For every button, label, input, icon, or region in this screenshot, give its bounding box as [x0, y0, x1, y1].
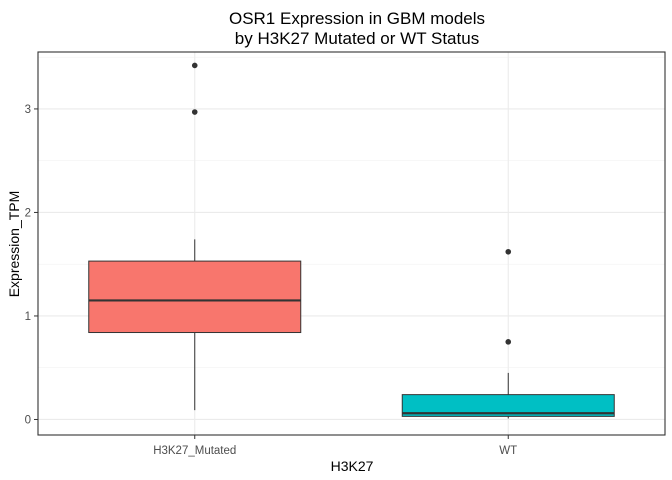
y-tick-label: 1 — [25, 311, 31, 323]
box-wt — [401, 394, 615, 417]
outlier-point — [505, 248, 512, 255]
y-tick-label: 0 — [25, 414, 31, 426]
outlier-point — [191, 109, 198, 115]
panel-background — [38, 52, 665, 435]
chart-title-line-2: by H3K27 Mutated or WT Status — [235, 29, 479, 48]
x-tick-label: WT — [499, 445, 517, 457]
x-axis-title: H3K27 — [331, 458, 374, 474]
y-axis-title: Expression_TPM — [6, 191, 22, 298]
panel-border — [37, 51, 666, 436]
outlier-point — [191, 62, 198, 69]
x-tick-label: H3K27_Mutated — [153, 445, 236, 457]
chart-title-line-1: OSR1 Expression in GBM models — [229, 9, 485, 28]
box-h3k27-mutated — [88, 260, 302, 334]
y-tick-label: 2 — [25, 207, 31, 219]
plot-area: 0 1 2 3 H3K27_Mutated WT — [25, 51, 666, 457]
y-tick-label: 3 — [25, 104, 31, 116]
outlier-point — [505, 339, 512, 345]
